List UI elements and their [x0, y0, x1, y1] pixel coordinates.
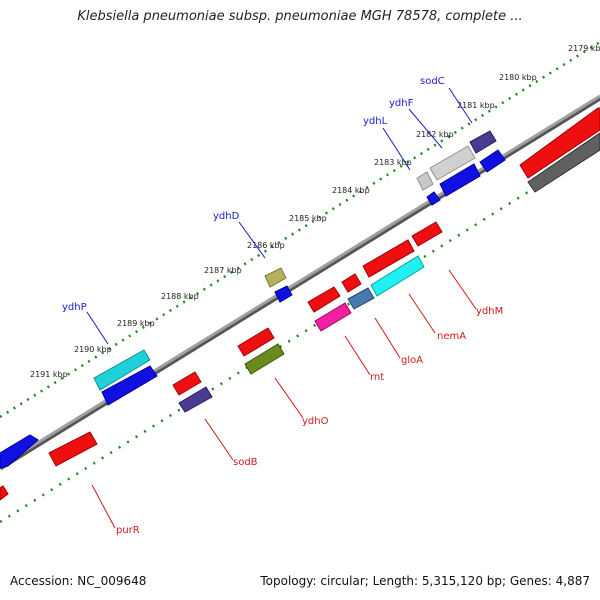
gene-block-red [0, 485, 9, 501]
leader-line [382, 127, 411, 171]
gene-label-gloA: gloA [401, 355, 423, 366]
gene-label-ydhM: ydhM [476, 306, 503, 317]
leader-line [374, 317, 401, 359]
gene-block-red [519, 107, 600, 179]
gene-label-rnt: rnt [370, 372, 384, 383]
outer-tick-ring [0, 40, 600, 419]
gene-label-ydhD: ydhD [213, 211, 240, 222]
leader-line [344, 335, 371, 376]
gene-block-red [307, 286, 341, 313]
gene-label-ydhL: ydhL [363, 116, 388, 127]
tick-label: 2184 kbp [332, 186, 370, 195]
gene-block-red [237, 327, 275, 357]
gene-block-red [362, 239, 415, 278]
gene-label-sodC: sodC [420, 76, 445, 87]
gene-block-blue [426, 191, 441, 206]
gene-block-blue [274, 285, 293, 303]
gene-labels: sodC ydhF ydhL ydhD ydhP ydhM nemA gloA … [62, 76, 503, 536]
leader-line [274, 377, 304, 419]
topology-summary: Topology: circular; Length: 5,315,120 bp… [260, 574, 590, 588]
leader-line [408, 108, 443, 149]
gene-block-lightgray [429, 145, 476, 181]
gene-block-blue [479, 149, 506, 173]
gene-block-blue [0, 434, 39, 469]
gene-block-magenta [314, 302, 352, 332]
gene-label-ydhO: ydhO [302, 416, 329, 427]
tick-label: 2185 kbp [289, 214, 327, 223]
gene-block-steelblue [347, 287, 375, 310]
gene-block-red [48, 431, 98, 467]
gene-label-purR: purR [116, 525, 140, 536]
gene-block-olive [264, 267, 287, 288]
reverse-leaders [91, 269, 477, 529]
forward-gene-blocks [0, 107, 600, 469]
gene-block-purple [178, 386, 213, 413]
tick-label: 2191 kbp [30, 370, 68, 379]
gene-label-ydhF: ydhF [389, 98, 414, 109]
backbone-shadow [0, 95, 600, 471]
genome-map: 2179 kbp 2180 kbp 2181 kbp 2182 kbp 2183… [0, 40, 600, 536]
gene-block-cyan [93, 349, 151, 391]
gene-block-cyan [370, 255, 425, 297]
tick-label: 2181 kbp [457, 101, 495, 110]
map-title: Klebsiella pneumoniae subsp. pneumoniae … [77, 9, 523, 24]
tick-label: 2187 kbp [204, 266, 242, 275]
gene-label-sodB: sodB [233, 457, 258, 468]
tick-labels: 2179 kbp 2180 kbp 2181 kbp 2182 kbp 2183… [30, 44, 600, 379]
tick-label: 2182 kbp [416, 130, 454, 139]
leader-line [448, 269, 477, 310]
backbone [0, 94, 600, 468]
gene-block-red [172, 371, 202, 396]
tick-label: 2180 kbp [499, 73, 537, 82]
forward-leaders [86, 87, 473, 345]
leader-line [86, 311, 109, 345]
reverse-gene-blocks [0, 221, 443, 501]
tick-label: 2186 kbp [247, 241, 285, 250]
gene-block-red [411, 221, 443, 247]
gene-block-olive-green [244, 343, 285, 375]
gene-block-red [341, 273, 362, 293]
gene-block-blue [101, 365, 158, 406]
leader-line [204, 418, 234, 461]
leader-line [448, 87, 473, 124]
tick-label: 2189 kbp [117, 319, 155, 328]
gene-block-lightgray [416, 171, 434, 191]
gene-block-darkgray [527, 132, 600, 193]
tick-label: 2190 kbp [74, 345, 112, 354]
gene-block-blue [439, 163, 481, 197]
leader-line [91, 484, 116, 529]
tick-label: 2188 kbp [161, 292, 199, 301]
leader-line [408, 293, 436, 334]
tick-label: 2179 kbp [568, 44, 600, 53]
gene-block-purple [469, 130, 497, 154]
inner-tick-ring [0, 145, 600, 524]
gene-label-ydhP: ydhP [62, 302, 87, 313]
accession-text: Accession: NC_009648 [10, 574, 147, 588]
leader-line [238, 221, 266, 259]
tick-label: 2183 kbp [374, 158, 412, 167]
gene-label-nemA: nemA [437, 331, 466, 342]
